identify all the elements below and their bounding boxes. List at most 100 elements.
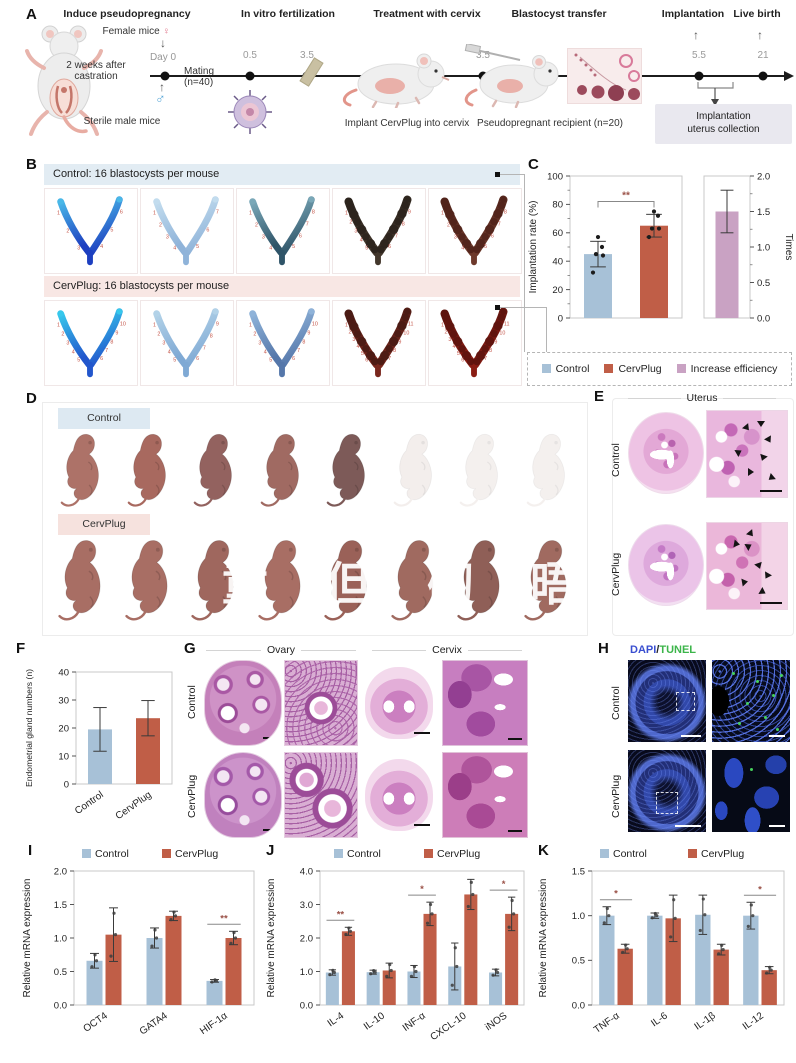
y-tick-label: 20 (58, 723, 69, 734)
legend-item: CervPlug (604, 363, 662, 375)
implantation-site-number: 10 (499, 331, 505, 337)
data-point (173, 914, 178, 918)
y-tick-label: 100 (547, 171, 563, 182)
data-point (669, 935, 673, 939)
legend-item: Increase efficiency (676, 363, 777, 375)
implantation-site-number: 9 (494, 340, 497, 346)
implantation-site-number: 8 (393, 348, 396, 354)
bar (341, 931, 355, 1005)
panel-k-label: K (538, 842, 549, 859)
panel-i-label: I (28, 842, 33, 859)
x-tick-label: CervPlug (114, 789, 154, 822)
cervix-zoom-control (442, 660, 528, 746)
pup-image (260, 433, 299, 507)
uterine-horn (183, 196, 219, 256)
data-point (425, 921, 430, 925)
y-tick-label: 60 (552, 228, 563, 239)
control-group-header: Control: 16 blastocysts per mouse (44, 164, 520, 185)
implantation-site-number: 5 (269, 357, 272, 363)
data-point (229, 941, 233, 945)
male-icon: ♂ (155, 90, 166, 106)
data-point (348, 929, 353, 933)
implantation-site-number: 5 (77, 357, 80, 363)
control-chip: Control (58, 408, 150, 429)
connector-line (500, 174, 524, 175)
row-label-control: Control (610, 443, 622, 477)
chart-legend: Control CervPlug Increase efficiency (527, 352, 792, 386)
y-tick-label: 1.5 (54, 900, 67, 911)
implantation-site-number: 9 (115, 331, 118, 337)
uterus-zoom-control (706, 410, 788, 498)
x-tick-label: IL-10 (362, 1010, 387, 1032)
legend-swatch (334, 849, 343, 858)
data-point (624, 943, 628, 947)
data-point (450, 983, 454, 987)
implantation-site-number: 1 (345, 210, 348, 216)
bar (761, 970, 777, 1005)
connector-line (500, 307, 546, 308)
implant-label: Implant CervPlug into cervix (344, 118, 470, 129)
female-icon: ♀ (162, 26, 171, 37)
data-point (621, 950, 625, 954)
implantation-site-number: 2 (349, 220, 352, 226)
implantation-site-number: 3 (454, 234, 457, 240)
implantation-site-number: 1 (249, 322, 252, 328)
recipient-label: Pseudopregnant recipient (n=20) (477, 118, 623, 129)
implantation-site-number: 3 (258, 341, 261, 347)
implantation-site-number: 10 (403, 331, 409, 337)
x-tick-label: IL-12 (741, 1010, 766, 1032)
y-axis-label: Relative mRNA expression (22, 879, 33, 998)
y-tick-label: 0 (558, 313, 563, 324)
y-tick-label: 10 (58, 751, 69, 762)
legend-label: CervPlug (701, 848, 744, 860)
implantation-site-number: 2 (66, 229, 69, 235)
implantation-site-number: 7 (105, 348, 108, 354)
implantation-site-number: 7 (203, 345, 206, 351)
uterus-image: 1 2 3 4 5 6 7 8 9 10 (236, 300, 330, 386)
uterus-section-title: Uterus (628, 392, 776, 404)
y-tick-label: 4.0 (300, 866, 313, 877)
pup-image (326, 433, 366, 507)
legend-swatch (82, 849, 91, 858)
y-axis-label: Relative mRNA expression (538, 879, 549, 998)
ovary-section-control (204, 660, 282, 746)
castrated-mouse-illustration (25, 25, 103, 136)
y-tick-label: 0.5 (757, 278, 770, 289)
implantation-site-number: 11 (504, 321, 510, 327)
implantation-site-number: 2 (447, 223, 450, 229)
pup-image (258, 540, 301, 621)
implantation-site-number: 7 (388, 356, 391, 362)
ovary-zoom-control (284, 660, 358, 746)
implantation-site-number: 6 (196, 356, 199, 362)
implantation-site-number: 8 (402, 222, 405, 228)
y-tick-label: 0.0 (757, 313, 770, 324)
x-tick-label: TNF-α (592, 1010, 622, 1036)
implantation-site-number: 4 (453, 344, 456, 350)
step-title: In vitro fertilization (241, 8, 335, 20)
bar (713, 949, 729, 1005)
data-point (112, 911, 116, 915)
data-point (625, 947, 629, 951)
uterus-image: 1 2 3 4 5 6 (44, 188, 138, 274)
data-point (595, 234, 601, 240)
y-tick-label: 0 (64, 779, 69, 790)
legend-swatch-control (541, 364, 551, 373)
data-point (495, 970, 500, 975)
implantation-site-number: 4 (357, 344, 360, 350)
y-tick-label: 2.0 (54, 866, 67, 877)
pup-image (460, 433, 499, 507)
implantation-site-number: 3 (166, 234, 169, 240)
panel-f-label: F (16, 640, 26, 657)
y-tick-label: 1.0 (300, 967, 313, 978)
step-title: Blastocyst transfer (511, 8, 607, 20)
uterine-horn (57, 310, 93, 368)
uterine-horn (57, 198, 93, 256)
data-point (414, 969, 418, 974)
plot-frame (591, 870, 785, 1006)
ovary-section-title: Ovary (206, 644, 356, 656)
data-point (646, 234, 652, 240)
collection-bracket (697, 82, 734, 106)
data-point (90, 965, 94, 969)
bar (366, 972, 380, 1005)
